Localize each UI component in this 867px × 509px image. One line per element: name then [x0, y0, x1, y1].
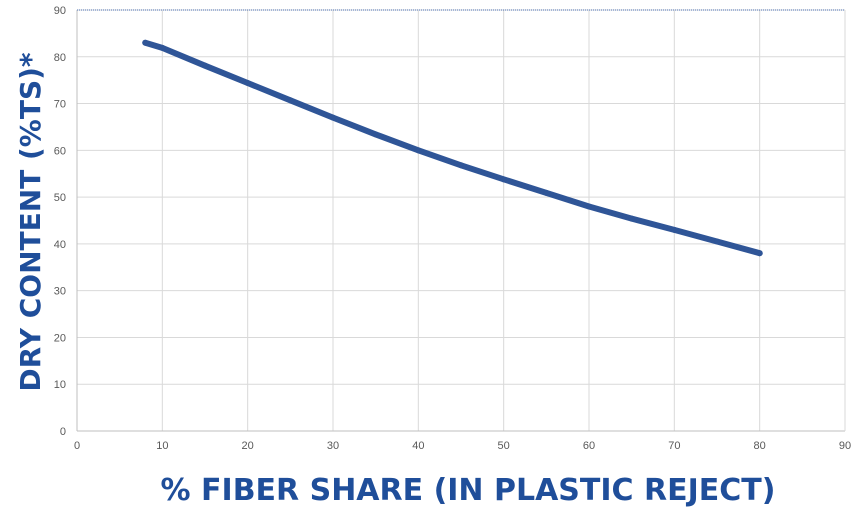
- data-point: [628, 215, 635, 222]
- x-tick-label: 0: [74, 440, 80, 452]
- x-tick-label: 40: [412, 440, 424, 452]
- x-tick-label: 80: [754, 440, 766, 452]
- data-point: [671, 226, 678, 233]
- tick-labels: 0 10 20 30 40 50 60 70 80 90 0 10 20 30 40 50 60 70 80 90: [54, 5, 851, 452]
- y-tick-label: 0: [60, 426, 66, 438]
- series-layer: [142, 39, 763, 257]
- data-point: [330, 114, 336, 121]
- x-tick-label: 10: [156, 440, 168, 452]
- y-tick-label: 80: [54, 52, 66, 64]
- data-point: [458, 162, 464, 169]
- data-point: [372, 131, 379, 138]
- data-point: [159, 44, 166, 51]
- data-point: [202, 62, 208, 69]
- data-point: [500, 176, 507, 183]
- y-tick-label: 70: [54, 99, 66, 111]
- data-point: [714, 238, 720, 245]
- y-axis-title: DRY CONTENT (%TS)*: [14, 52, 47, 392]
- y-tick-label: 30: [54, 286, 66, 298]
- data-point: [244, 79, 251, 86]
- data-point: [415, 147, 422, 154]
- y-tick-label: 90: [54, 5, 66, 17]
- y-tick-label: 50: [54, 192, 66, 204]
- data-point: [586, 203, 592, 210]
- y-tick-label: 20: [54, 332, 66, 344]
- x-axis-title: % FIBER SHARE (IN PLASTIC REJECT): [161, 473, 776, 508]
- y-tick-label: 10: [54, 379, 66, 391]
- x-tick-label: 50: [498, 440, 510, 452]
- data-point: [756, 250, 763, 257]
- x-tick-label: 30: [327, 440, 339, 452]
- data-point: [142, 39, 149, 46]
- data-point: [543, 189, 550, 196]
- x-tick-label: 20: [242, 440, 254, 452]
- series-line: [142, 39, 763, 257]
- y-tick-label: 60: [54, 145, 66, 157]
- data-point: [287, 97, 294, 104]
- y-tick-label: 40: [54, 239, 66, 251]
- gridlines: [76, 9, 846, 432]
- x-tick-label: 60: [583, 440, 595, 452]
- x-tick-label: 70: [668, 440, 680, 452]
- x-tick-label: 90: [839, 440, 851, 452]
